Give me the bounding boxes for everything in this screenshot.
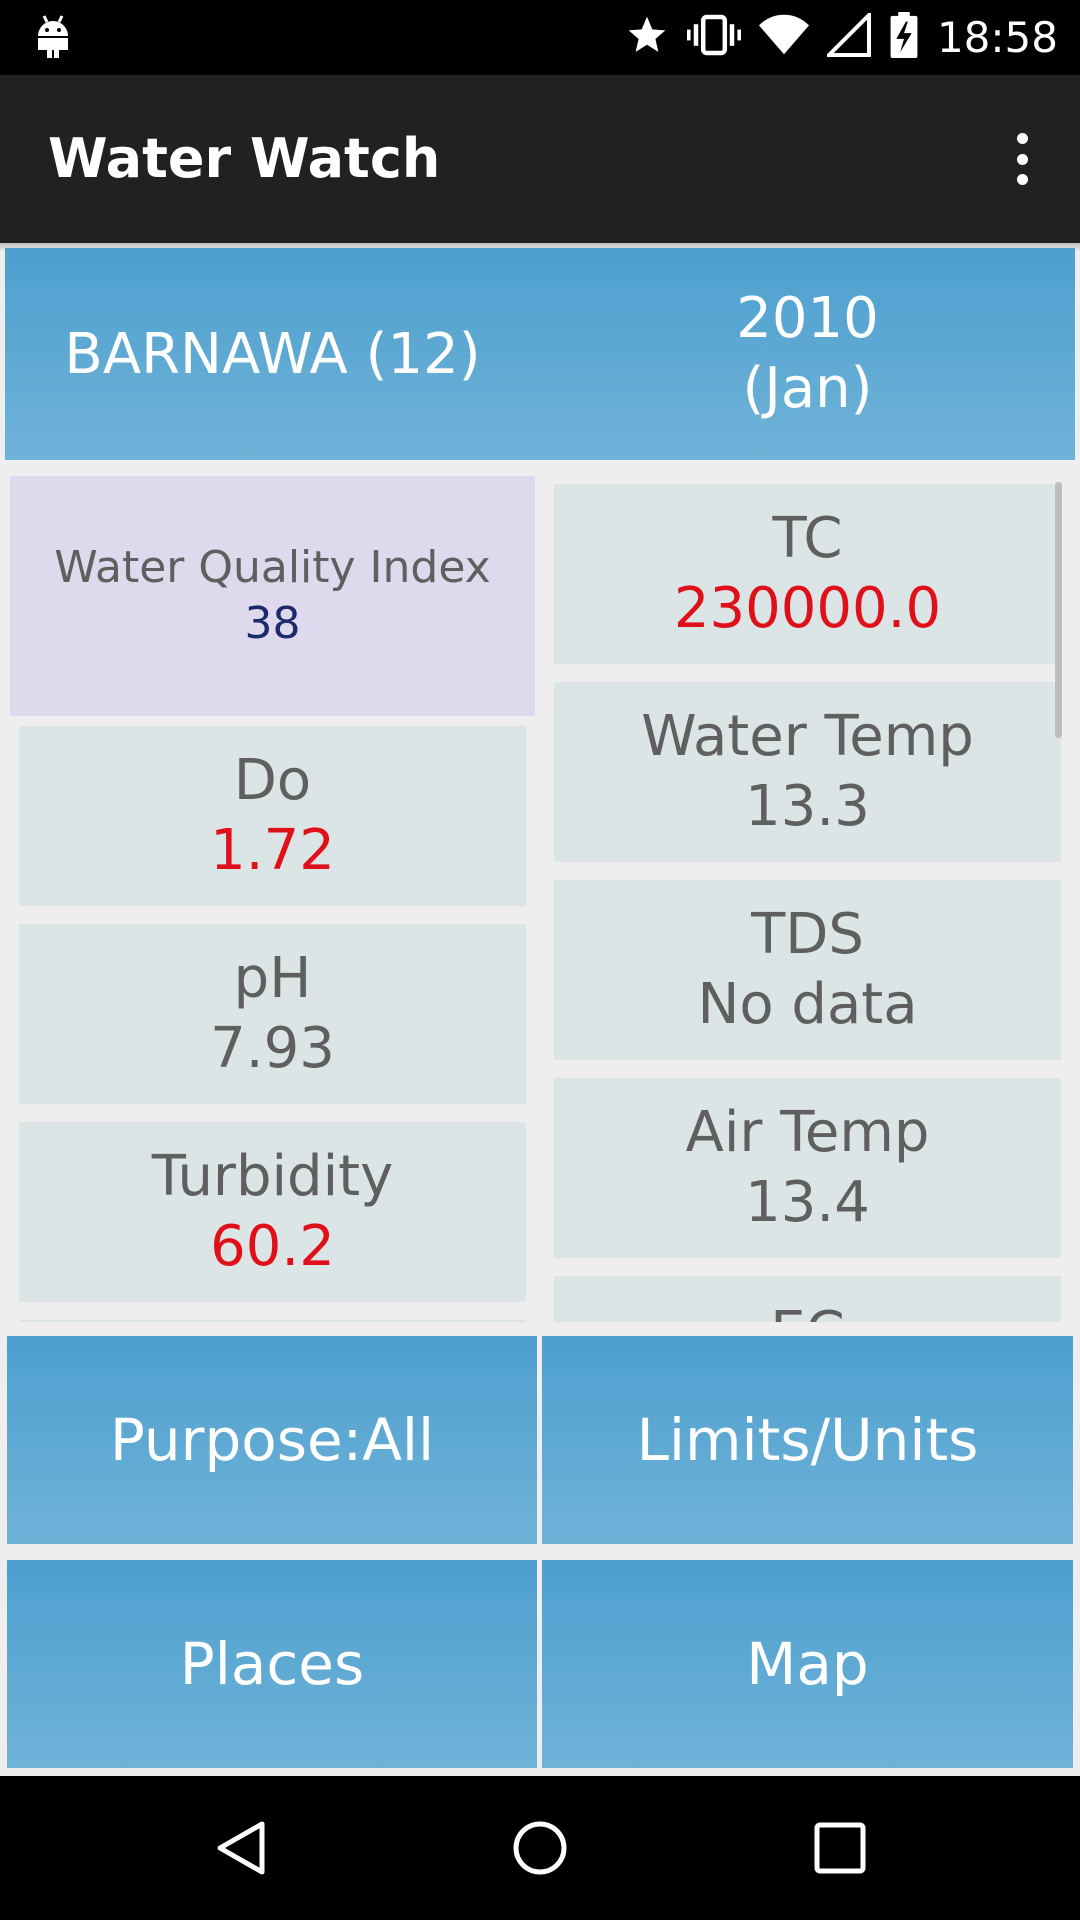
parameter-value: No data xyxy=(697,972,918,1037)
parameter-value: 13.4 xyxy=(745,1170,870,1235)
clock-time: 18:58 xyxy=(936,13,1058,62)
period-year: 2010 xyxy=(736,286,879,351)
limits-units-button[interactable]: Limits/Units xyxy=(542,1336,1073,1544)
parameter-grid[interactable]: Water Quality Index 38 Do 1.72 pH 7.93 T… xyxy=(0,466,1080,1322)
parameter-tile-ec[interactable]: EC xyxy=(554,1276,1061,1322)
parameter-name: EC xyxy=(770,1298,844,1322)
action-bar-shadow xyxy=(0,243,1080,251)
parameter-value: 1.72 xyxy=(210,818,335,883)
parameter-value: 230000.0 xyxy=(673,576,942,641)
parameter-name: Air Temp xyxy=(685,1100,930,1165)
date-period: 2010 (Jan) xyxy=(540,248,1075,460)
parameter-tile-partial[interactable] xyxy=(19,1320,526,1322)
status-bar: 18:58 xyxy=(0,0,1080,75)
parameter-tile-air-temp[interactable]: Air Temp 13.4 xyxy=(554,1078,1061,1258)
parameter-tile-tc[interactable]: TC 230000.0 xyxy=(554,484,1061,664)
station-name: BARNAWA (12) xyxy=(64,321,481,387)
action-bar: Water Watch xyxy=(0,75,1080,243)
home-icon[interactable] xyxy=(460,1776,620,1920)
places-button[interactable]: Places xyxy=(7,1560,537,1768)
signal-icon xyxy=(824,10,871,62)
parameter-tile-ph[interactable]: pH 7.93 xyxy=(19,924,526,1104)
vibrate-icon xyxy=(686,13,741,62)
parameter-tile-turbidity[interactable]: Turbidity 60.2 xyxy=(19,1122,526,1302)
parameter-value: 60.2 xyxy=(210,1214,335,1279)
parameter-tile-tds[interactable]: TDS No data xyxy=(554,880,1061,1060)
parameter-tile-water-temp[interactable]: Water Temp 13.3 xyxy=(554,682,1061,862)
scrollbar[interactable] xyxy=(1055,482,1062,738)
station-header: BARNAWA (12) 2010 (Jan) xyxy=(5,248,1075,460)
parameter-value: 7.93 xyxy=(210,1016,335,1081)
parameter-value: 38 xyxy=(244,598,301,649)
navigation-bar xyxy=(0,1776,1080,1920)
parameter-name: Do xyxy=(233,748,312,813)
recents-icon[interactable] xyxy=(760,1776,920,1920)
parameter-name: Turbidity xyxy=(151,1144,394,1209)
parameter-value: 13.3 xyxy=(745,774,870,839)
battery-charging-icon xyxy=(889,12,919,63)
parameter-tile-wqi[interactable]: Water Quality Index 38 xyxy=(10,476,535,716)
purpose-button[interactable]: Purpose:All xyxy=(7,1336,537,1544)
wifi-icon xyxy=(758,13,809,62)
map-button[interactable]: Map xyxy=(542,1560,1073,1768)
period-month: (Jan) xyxy=(742,356,873,421)
star-icon xyxy=(625,13,669,62)
parameter-name: pH xyxy=(233,946,312,1011)
app-title: Water Watch xyxy=(48,127,441,190)
parameter-name: TC xyxy=(772,506,843,571)
android-debug-icon xyxy=(36,14,70,65)
parameter-tile-do[interactable]: Do 1.72 xyxy=(19,726,526,906)
parameter-name: Water Quality Index xyxy=(54,542,491,593)
parameter-name: Water Temp xyxy=(641,704,974,769)
back-icon[interactable] xyxy=(160,1776,320,1920)
parameter-name: TDS xyxy=(751,902,864,967)
overflow-menu-icon[interactable] xyxy=(1000,127,1044,191)
